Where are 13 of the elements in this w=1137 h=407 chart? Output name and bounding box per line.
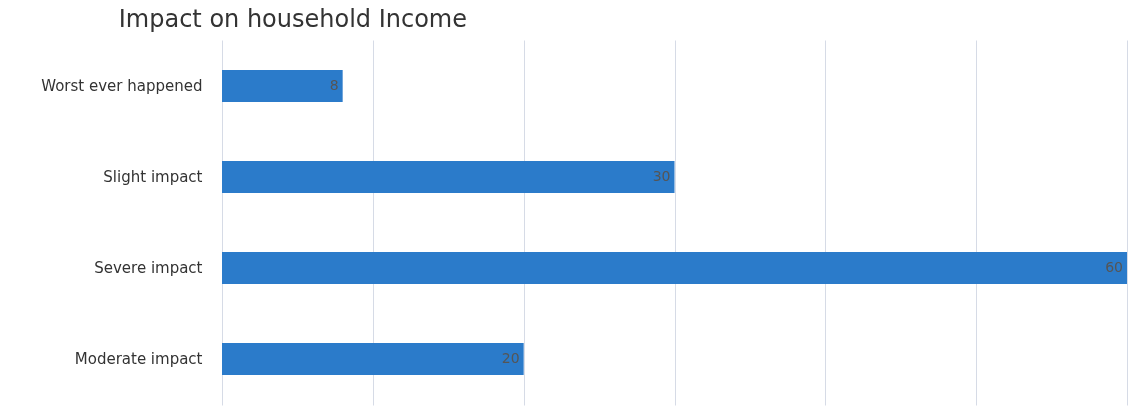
bar [222,70,343,102]
data-label: 60 [1105,259,1123,276]
y-tick-label: Severe impact [94,259,203,278]
chart-title: Impact on household Income [118,5,468,33]
data-label: 20 [501,350,520,367]
bar [222,252,1127,284]
y-tick-label: Moderate impact [74,350,203,369]
bar [222,343,524,375]
bar [222,161,675,193]
y-tick-label: Worst ever happened [41,76,203,95]
data-label: 30 [652,167,671,184]
data-label: 8 [329,76,339,93]
y-tick-label: Slight impact [103,167,203,186]
